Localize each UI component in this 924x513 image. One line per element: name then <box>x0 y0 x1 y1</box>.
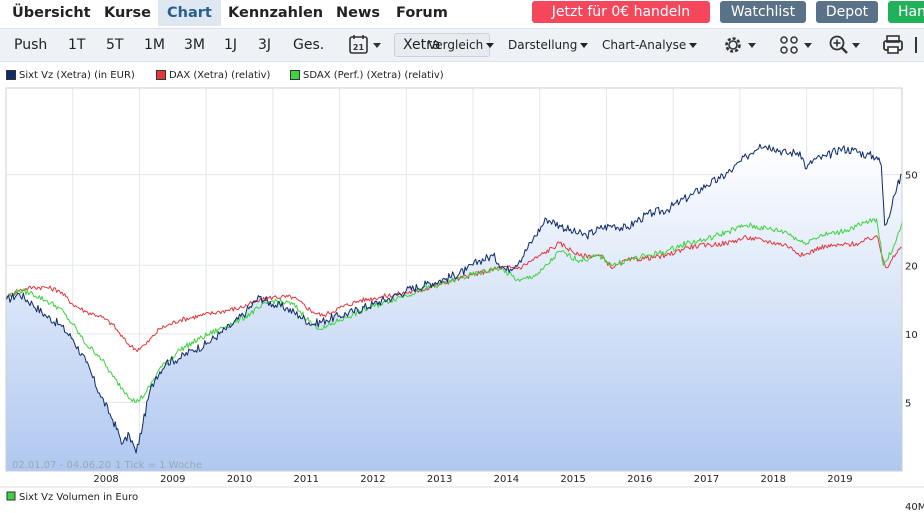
sdax-line[interactable] <box>5 218 903 403</box>
trade-button[interactable]: Han <box>888 1 924 23</box>
top-navigation: Übersicht Kurse Chart Kennzahlen News Fo… <box>0 0 924 26</box>
x-tick-label: 2014 <box>494 474 519 485</box>
range-1j[interactable]: 1J <box>224 37 238 53</box>
chart-series <box>5 143 903 454</box>
y-tick-label: 20 <box>905 261 918 272</box>
zoom-in-icon[interactable] <box>828 34 868 60</box>
depot-button[interactable]: Depot <box>816 1 878 23</box>
indicators-icon[interactable] <box>778 34 818 60</box>
y-tick-label: 5 <box>905 398 911 409</box>
legend-swatch-dax <box>156 70 166 80</box>
x-tick-label: 2010 <box>227 474 252 485</box>
tab-forum[interactable]: Forum <box>396 5 448 21</box>
range-push[interactable]: Push <box>14 37 48 53</box>
fullscreen-icon[interactable] <box>914 34 924 60</box>
chart-toolbar: Push 1T 5T 1M 3M 1J 3J Ges. 21 Xetra Ver… <box>0 28 924 62</box>
darstellung-dropdown[interactable]: Darstellung <box>508 29 589 61</box>
x-tick-label: 2009 <box>160 474 185 485</box>
chart-analyse-label: Chart-Analyse <box>602 38 687 52</box>
x-tick-label: 2015 <box>560 474 585 485</box>
range-1m[interactable]: 1M <box>144 37 165 53</box>
legend-item-sdax[interactable]: SDAX (Perf.) (Xetra) (relativ) <box>290 70 444 81</box>
chart-analyse-dropdown[interactable]: Chart-Analyse <box>602 29 698 61</box>
x-tick-label: 2018 <box>761 474 786 485</box>
trade-now-button[interactable]: Jetzt für 0€ handeln <box>532 1 710 23</box>
volume-legend-label: Sixt Vz Volumen in Euro <box>19 492 138 503</box>
price-area-fill <box>6 144 902 471</box>
darstellung-label: Darstellung <box>508 38 578 52</box>
tick-info-label: 1 Tick = 1 Woche <box>115 460 202 471</box>
x-tick-label: 2017 <box>694 474 719 485</box>
date-range-label: 02.01.07 - 04.06.20 <box>12 460 111 471</box>
range-1t[interactable]: 1T <box>68 37 86 53</box>
chevron-down-icon <box>486 43 495 48</box>
chevron-down-icon <box>689 43 698 48</box>
legend-swatch-stock <box>6 70 16 80</box>
y-tick-label: 10 <box>905 330 918 341</box>
calendar-day: 21 <box>353 43 365 52</box>
x-tick-label: 2008 <box>93 474 118 485</box>
legend-label-stock: Sixt Vz (Xetra) (in EUR) <box>19 70 135 81</box>
chevron-down-icon <box>580 43 589 48</box>
legend-item-stock[interactable]: Sixt Vz (Xetra) (in EUR) <box>6 70 135 81</box>
legend-swatch-sdax <box>290 70 300 80</box>
tab-chart[interactable]: Chart <box>158 0 221 26</box>
settings-gear-icon[interactable] <box>722 34 762 60</box>
x-tick-label: 2011 <box>293 474 318 485</box>
watchlist-button[interactable]: Watchlist <box>720 1 806 23</box>
range-ges[interactable]: Ges. <box>293 37 325 53</box>
tab-uebersicht[interactable]: Übersicht <box>12 5 91 21</box>
range-5t[interactable]: 5T <box>106 37 124 53</box>
plot-frame <box>5 87 903 472</box>
x-axis: 2008 2009 2010 2011 2012 2013 2014 2015 2016 2017… <box>93 474 852 485</box>
tab-kurse[interactable]: Kurse <box>104 5 151 21</box>
stock-price-line[interactable] <box>5 143 903 454</box>
vergleich-dropdown[interactable]: Vergleich <box>428 29 495 61</box>
y-axis: 5 10 20 50 <box>905 171 918 410</box>
legend-label-sdax: SDAX (Perf.) (Xetra) (relativ) <box>303 70 444 81</box>
tab-news[interactable]: News <box>336 5 380 21</box>
vergleich-label: Vergleich <box>428 38 484 52</box>
exchange-select[interactable]: Xetra <box>394 33 490 57</box>
legend-item-dax[interactable]: DAX (Xetra) (relativ) <box>156 70 270 81</box>
range-3m[interactable]: 3M <box>184 37 205 53</box>
x-tick-label: 2013 <box>427 474 452 485</box>
calendar-icon[interactable]: 21 <box>349 34 383 60</box>
x-tick-label: 2019 <box>827 474 852 485</box>
print-icon[interactable] <box>882 34 906 60</box>
volume-legend-swatch <box>6 491 16 501</box>
volume-axis-label: 40M <box>905 502 924 513</box>
y-tick-label: 50 <box>905 171 918 182</box>
legend-label-dax: DAX (Xetra) (relativ) <box>169 70 271 81</box>
x-tick-label: 2016 <box>627 474 652 485</box>
x-tick-label: 2012 <box>360 474 385 485</box>
tab-kennzahlen[interactable]: Kennzahlen <box>228 5 324 21</box>
range-3j[interactable]: 3J <box>258 37 272 53</box>
